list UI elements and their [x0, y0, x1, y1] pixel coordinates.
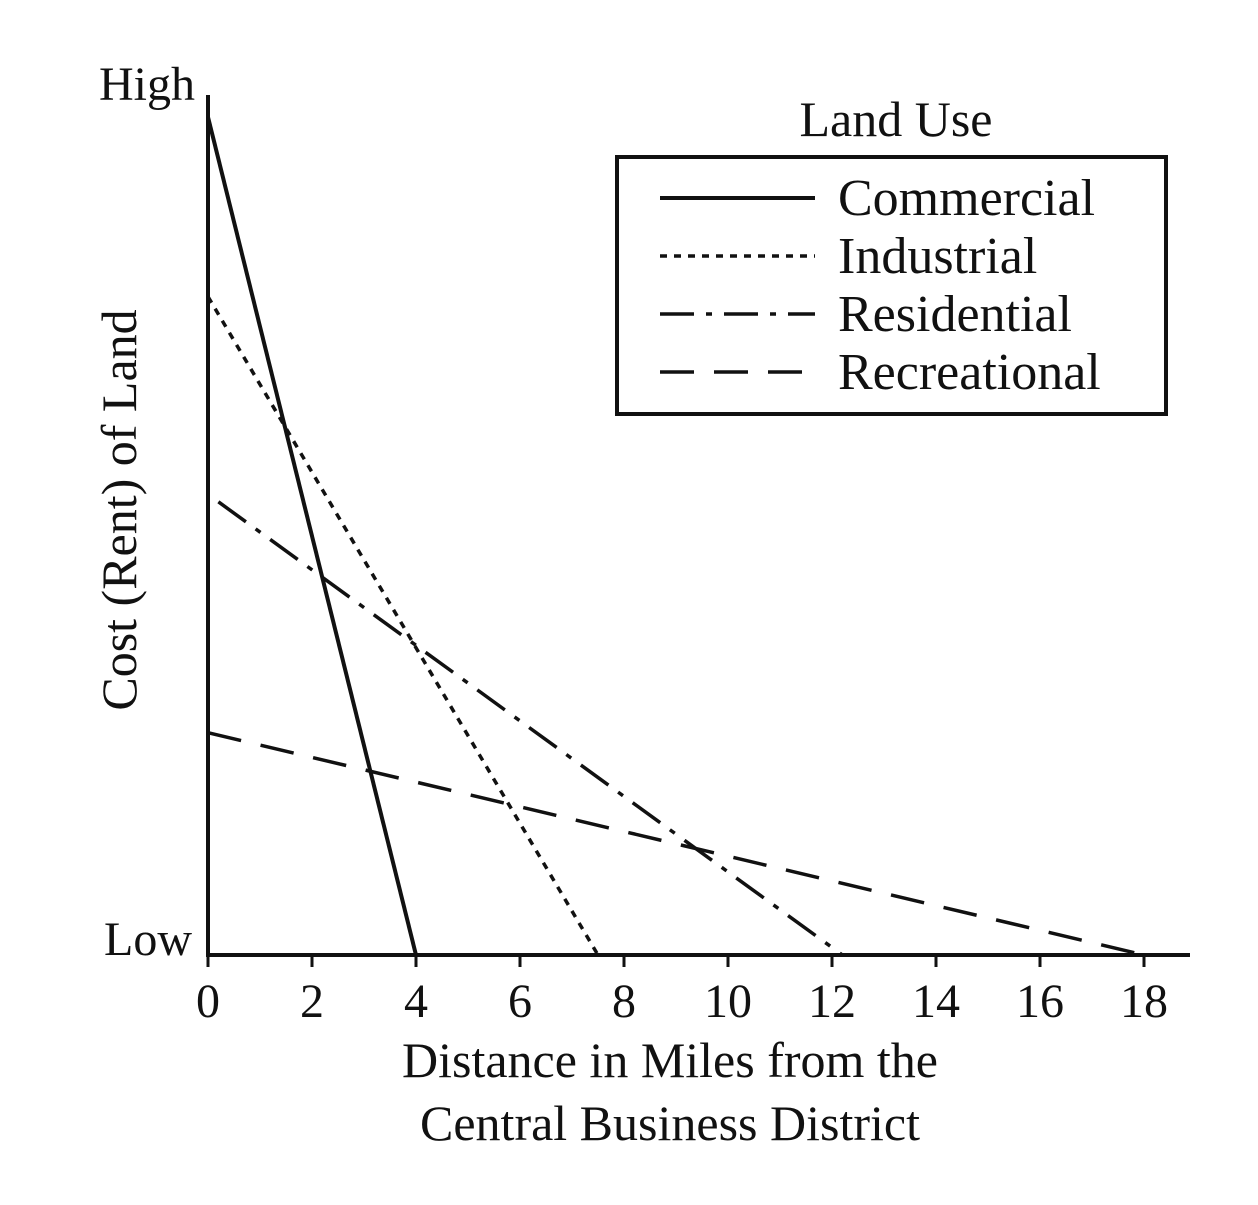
y-axis-high-label: High: [99, 58, 195, 111]
legend-label-recreational: Recreational: [838, 344, 1101, 401]
x-tick-label-14: 14: [912, 975, 960, 1028]
series-line-residential: [217, 500, 844, 957]
y-axis-low-label: Low: [104, 913, 192, 966]
x-axis-title-line-1: Distance in Miles from the: [402, 1032, 938, 1088]
x-tick-label-8: 8: [612, 975, 636, 1028]
series-line-commercial: [206, 116, 418, 956]
series-line-industrial: [206, 295, 600, 956]
x-tick-label-0: 0: [196, 975, 220, 1028]
legend-title: Land Use: [800, 91, 993, 147]
x-tick-label-10: 10: [704, 975, 752, 1028]
x-tick-label-16: 16: [1016, 975, 1064, 1028]
series-line-recreational: [207, 730, 1145, 957]
legend-box: [615, 155, 1168, 416]
legend: Land Use CommercialIndustrialResidential…: [615, 91, 1168, 416]
x-tick-label-18: 18: [1120, 975, 1168, 1028]
legend-label-industrial: Industrial: [838, 228, 1037, 285]
x-axis-title-line-2: Central Business District: [420, 1095, 920, 1151]
y-axis-title: Cost (Rent) of Land: [91, 309, 147, 710]
x-tick-label-2: 2: [300, 975, 324, 1028]
legend-entries: CommercialIndustrialResidentialRecreatio…: [660, 170, 1101, 401]
x-tick-label-12: 12: [808, 975, 856, 1028]
plot-area: 0 2 4 6 8 10 12 14 16 18: [196, 95, 1190, 1028]
legend-label-commercial: Commercial: [838, 170, 1095, 227]
x-tick-label-4: 4: [404, 975, 428, 1028]
legend-label-residential: Residential: [838, 286, 1072, 343]
x-tick-label-6: 6: [508, 975, 532, 1028]
